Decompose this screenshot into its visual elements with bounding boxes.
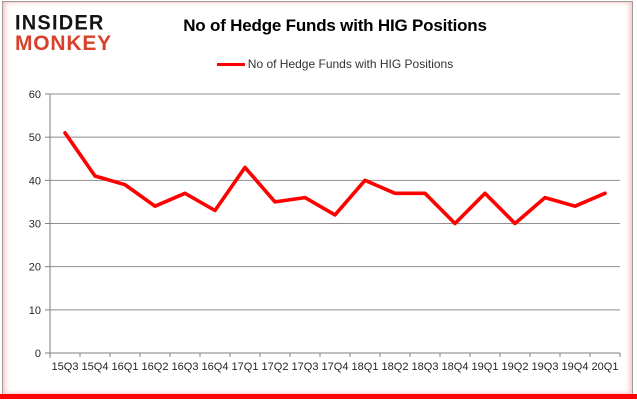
x-axis-tick-label: 15Q3	[52, 361, 79, 373]
y-axis-tick-label: 30	[29, 219, 41, 231]
legend: No of Hedge Funds with HIG Positions	[50, 56, 620, 72]
y-axis-tick-label: 40	[29, 175, 41, 187]
y-axis-tick-label: 10	[29, 305, 41, 317]
y-axis-tick-label: 50	[29, 132, 41, 144]
x-axis-tick-label: 19Q3	[532, 361, 559, 373]
x-axis-tick-label: 16Q4	[202, 361, 229, 373]
logo-text-insider: INSIDER	[15, 10, 105, 35]
x-axis-tick-label: 17Q4	[322, 361, 349, 373]
series-line	[63, 130, 607, 226]
x-axis-tick-label: 19Q1	[472, 361, 499, 373]
x-axis-tick-label: 16Q2	[142, 361, 169, 373]
x-axis-tick-label: 18Q3	[412, 361, 439, 373]
x-axis-tick-label: 20Q1	[592, 361, 619, 373]
x-axis-tick-label: 17Q3	[292, 361, 319, 373]
y-axis-tick-label: 0	[35, 348, 41, 360]
legend-label: No of Hedge Funds with HIG Positions	[247, 57, 454, 71]
x-axis-tick-label: 18Q2	[382, 361, 409, 373]
x-axis-tick-label: 16Q1	[112, 361, 139, 373]
x-axis-tick-label: 17Q2	[262, 361, 289, 373]
chart-card: INSIDER MONKEY No of Hedge Funds with HI…	[2, 1, 633, 395]
insider-monkey-logo: INSIDER MONKEY	[15, 12, 112, 54]
x-axis-tick-label: 16Q3	[172, 361, 199, 373]
x-axis-tick-label: 17Q1	[232, 361, 259, 373]
bottom-accent-bar	[0, 394, 637, 399]
y-axis-tick-label: 60	[29, 89, 41, 101]
logo-text-monkey: MONKEY	[15, 32, 112, 55]
x-axis-tick-label: 19Q4	[562, 361, 589, 373]
y-axis-tick-label: 20	[29, 262, 41, 274]
x-axis-tick-label: 18Q4	[442, 361, 469, 373]
legend-line-swatch	[216, 62, 245, 66]
x-axis-tick-label: 18Q1	[352, 361, 379, 373]
x-axis-tick-label: 19Q2	[502, 361, 529, 373]
chart-title: No of Hedge Funds with HIG Positions	[183, 16, 487, 35]
x-axis-tick-label: 15Q4	[82, 361, 109, 373]
